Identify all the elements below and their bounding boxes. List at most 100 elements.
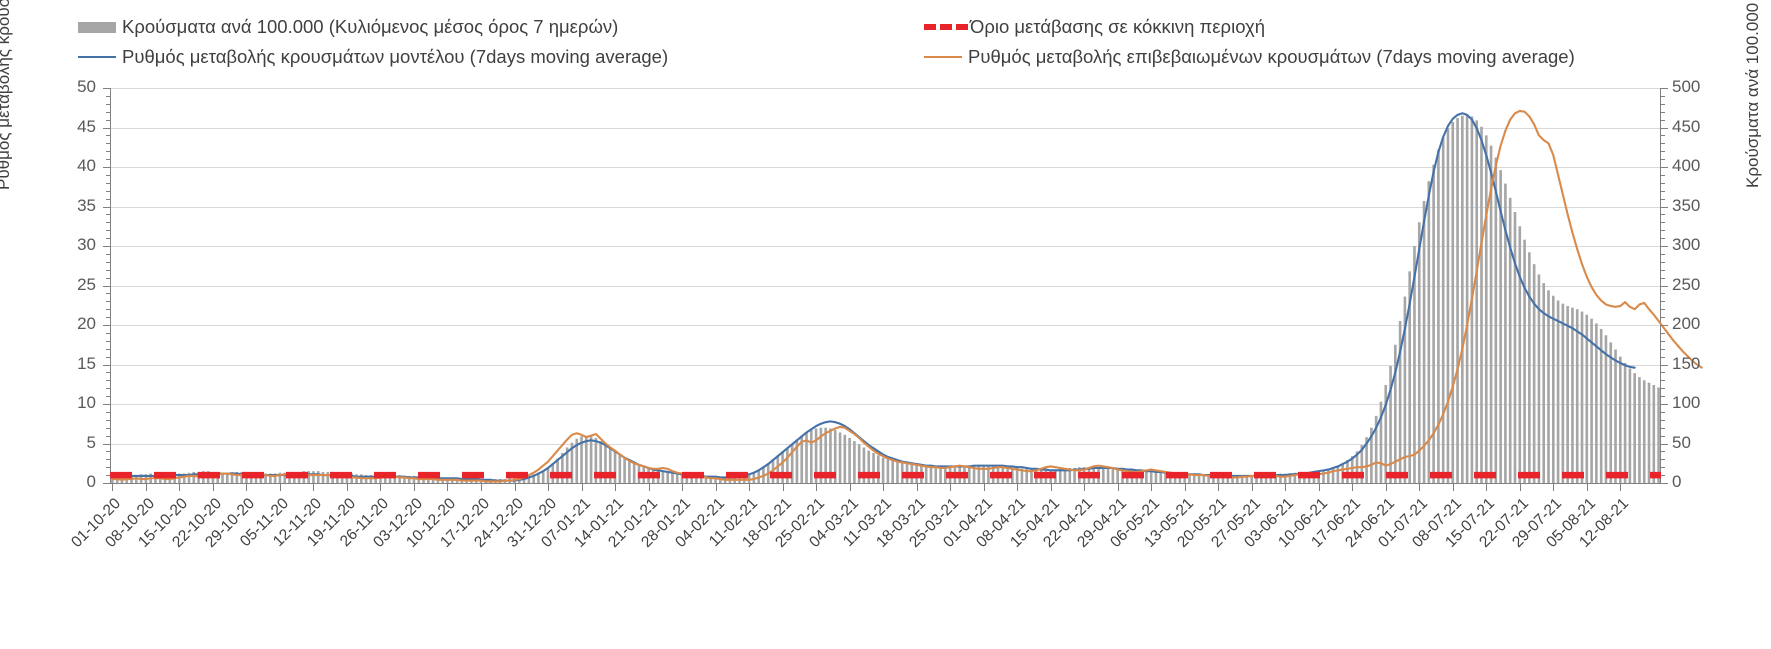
bar [1116,468,1119,483]
line-swatch-icon-confirmed [924,56,962,58]
y-minor-tick-left [106,301,110,303]
y-tick-mark-left [103,285,110,287]
bar [269,473,272,483]
bar [843,434,847,483]
bar [1360,445,1364,483]
legend-label-model-rate: Ρυθμός μεταβολής κρουσμάτων μοντέλου (7d… [122,46,669,67]
bar [781,451,784,483]
bar [848,437,851,483]
bar [1494,157,1498,483]
y-tick-label-left: 40 [77,156,96,175]
y-tick-mark-left [103,364,110,366]
bar [1638,377,1641,483]
y-minor-tick-right [1661,317,1665,319]
bar [541,470,545,483]
bar [1427,181,1431,483]
x-tick-mark [950,483,952,491]
bar [316,471,320,483]
x-tick-mark [380,483,382,491]
bar [561,452,564,483]
y-minor-tick-right [1661,340,1665,342]
bar [575,438,579,483]
bar [675,472,679,483]
bar [1020,468,1024,483]
x-tick-mark [112,483,114,491]
x-tick-mark [145,483,147,491]
bar [924,465,928,483]
bar [747,473,751,483]
line-series-model-rate [111,112,1636,482]
y-minor-tick-right [1661,459,1665,461]
bar [714,475,717,483]
bar [1551,295,1555,483]
bar [1346,460,1349,483]
gridline [110,88,1661,89]
bar [388,475,392,483]
bar [403,475,406,483]
gridline [110,127,1661,129]
bar [1288,473,1292,483]
y-minor-tick-left [106,419,110,421]
x-tick-mark [413,483,415,491]
bar [393,475,397,483]
bar [1240,475,1244,483]
bar [977,465,981,483]
bar [1384,385,1388,483]
bar [896,462,899,483]
bar [800,435,804,483]
y-tick-label-right: 100 [1672,393,1701,412]
bar [1192,474,1196,483]
bar [618,453,622,483]
x-tick-mark [514,483,516,491]
bar [321,471,325,483]
y-minor-tick-left [106,356,110,358]
y-tick-mark-left [103,443,110,445]
legend-item-cases-bars[interactable]: Κρούσματα ανά 100.000 (Κυλιόμενος μέσος … [78,16,618,38]
bar [752,471,756,483]
y-minor-tick-right [1661,301,1665,303]
bar [1245,475,1249,483]
y-minor-tick-right [1661,103,1665,105]
bar [867,450,871,483]
bar [862,447,866,483]
bar [1068,467,1072,483]
bar [599,441,602,483]
bar [580,436,583,483]
x-tick-mark [1553,483,1555,491]
y-minor-tick-right [1661,253,1665,255]
y-minor-tick-left [106,309,110,311]
bar [1437,149,1440,483]
legend-item-confirmed-rate[interactable]: Ρυθμός μεταβολής επιβεβαιωμένων κρουσμάτ… [924,46,1575,68]
bar [872,452,875,483]
x-tick-mark [279,483,281,491]
bar-series [111,114,1660,484]
bar [1518,226,1522,483]
x-tick-mark [1017,483,1019,491]
x-tick-mark [648,483,650,491]
y-minor-tick-left [106,198,110,200]
bar-swatch-icon [78,21,116,33]
bar [1326,468,1330,483]
y-minor-tick-right [1661,475,1665,477]
bar [628,459,631,483]
legend-item-threshold[interactable]: Όριο μετάβασης σε κόκκινη περιοχή [924,16,1265,38]
y-tick-label-right: 150 [1672,353,1701,373]
bar [805,432,808,483]
bar [795,439,799,483]
y-tick-label-right: 0 [1672,472,1682,491]
y-tick-label-left: 0 [86,472,96,491]
x-tick-mark [480,483,482,491]
bar [1599,328,1603,483]
legend-label-threshold: Όριο μετάβασης σε κόκκινη περιοχή [970,16,1265,37]
y-minor-tick-right [1661,95,1665,97]
bar [709,475,713,483]
bar [407,475,411,483]
plot-area [110,88,1703,484]
y-tick-mark-right [1661,285,1668,287]
bar [623,456,626,483]
y-minor-tick-right [1661,135,1665,137]
y-minor-tick-left [106,459,110,461]
y-minor-tick-left [106,135,110,137]
legend-item-model-rate[interactable]: Ρυθμός μεταβολής κρουσμάτων μοντέλου (7d… [78,46,668,68]
